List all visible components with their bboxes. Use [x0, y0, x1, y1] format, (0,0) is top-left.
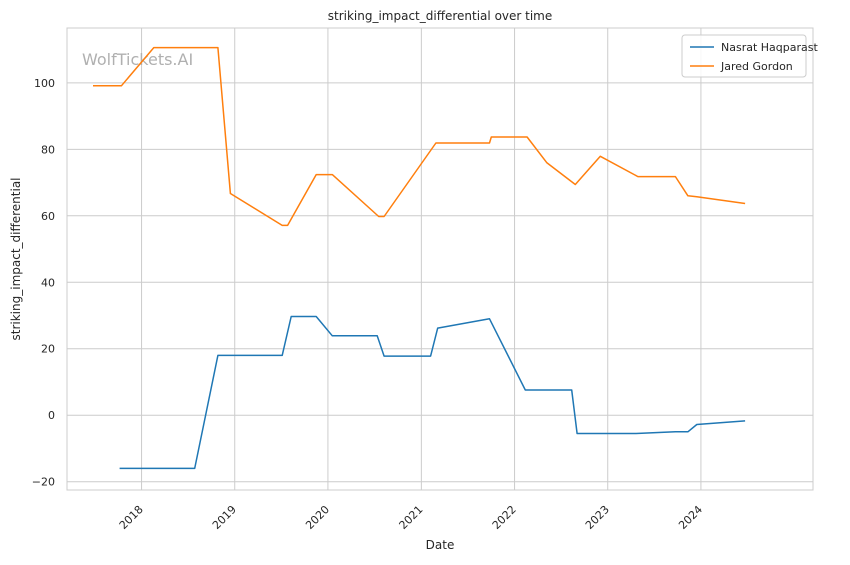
series-lines [93, 46, 746, 470]
y-tick-label-80: 80 [41, 143, 55, 156]
watermark: WolfTickets.AI [82, 50, 193, 69]
y-tick-label-20: 20 [41, 343, 55, 356]
y-axis-ticks: −20 0 20 40 60 80 100 [32, 77, 55, 489]
series-line-jared-gordon [93, 46, 746, 227]
series-line-nasrat-haqparast [119, 315, 746, 470]
y-tick-label-100: 100 [34, 77, 55, 90]
grid-lines [67, 28, 813, 490]
x-axis-label: Date [426, 538, 455, 552]
legend: Nasrat Haqparast Jared Gordon [681, 34, 818, 78]
plot-area-frame [66, 27, 814, 491]
chart-title: striking_impact_differential over time [328, 9, 553, 23]
y-tick-label-40: 40 [41, 276, 55, 289]
y-tick-label-0: 0 [48, 409, 55, 422]
y-tick-label-20: −20 [32, 476, 55, 489]
y-tick-label-60: 60 [41, 210, 55, 223]
y-axis-label: striking_impact_differential [9, 177, 23, 340]
legend-label-nasrat-haqparast: Nasrat Haqparast [721, 41, 818, 54]
legend-label-jared-gordon: Jared Gordon [720, 60, 793, 73]
